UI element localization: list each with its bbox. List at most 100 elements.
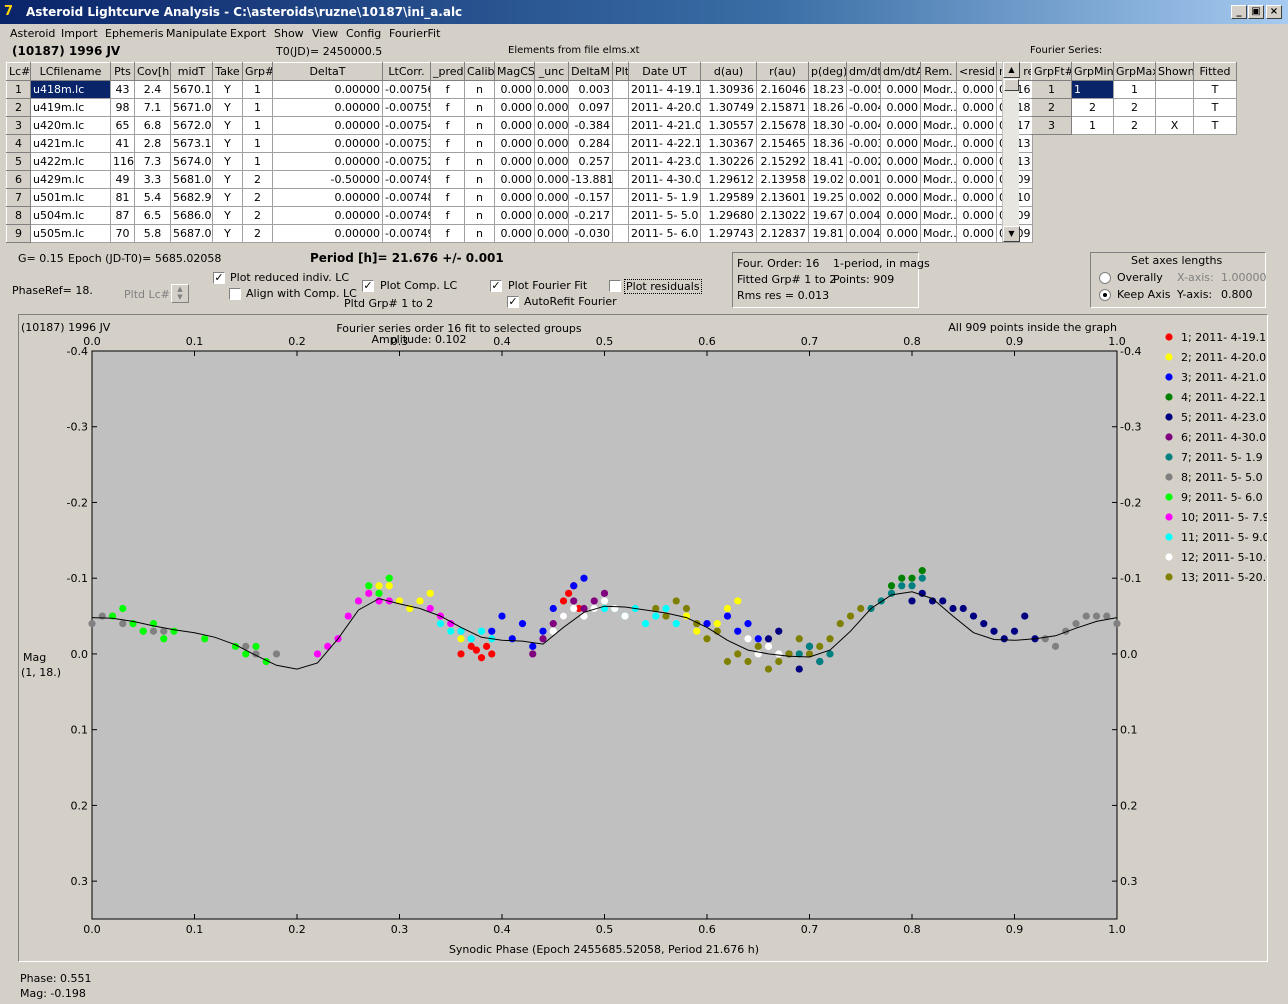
table-cell[interactable]: -0.00755 <box>382 98 431 117</box>
scroll-thumb[interactable] <box>1004 79 1019 91</box>
table-cell[interactable]: 19.02 <box>808 170 847 189</box>
pltd-lc-spinner[interactable]: ▲ ▼ <box>171 284 189 303</box>
table-cell[interactable]: 0.000 <box>534 134 569 153</box>
fs-col-header[interactable]: GrpMax <box>1113 62 1156 81</box>
lc-col-header[interactable]: Calib. <box>464 62 495 81</box>
fs-col-header[interactable]: Shown <box>1155 62 1194 81</box>
table-cell[interactable]: 5687.0 <box>170 224 213 243</box>
table-cell[interactable] <box>1155 98 1194 117</box>
table-cell[interactable] <box>612 170 629 189</box>
table-cell[interactable]: n <box>464 206 495 225</box>
lc-table-scrollbar[interactable]: ▲ ▼ <box>1002 62 1020 242</box>
menu-config[interactable]: Config <box>346 27 382 40</box>
lc-col-header[interactable]: midT <box>170 62 213 81</box>
table-row[interactable]: 5 u422m.lc 116 7.3 5674.0 Y 1 0.00000 -0.00752 f n… <box>6 152 1033 171</box>
table-cell[interactable]: 2.12837 <box>756 224 809 243</box>
menu-fourierfit[interactable]: FourierFit <box>389 27 441 40</box>
table-cell[interactable]: Modr... <box>920 134 957 153</box>
table-cell[interactable]: 2.15678 <box>756 116 809 135</box>
table-cell[interactable]: f <box>430 188 465 207</box>
table-cell[interactable]: n <box>464 188 495 207</box>
lc-col-header[interactable]: LtCorr. <box>382 62 431 81</box>
table-cell[interactable]: 2 <box>1113 116 1156 135</box>
table-cell[interactable]: 2.15465 <box>756 134 809 153</box>
table-cell[interactable]: 2 <box>1113 98 1156 117</box>
plot-reduced-checkbox[interactable]: ✓ <box>213 271 225 284</box>
table-cell[interactable]: -0.00749 <box>382 206 431 225</box>
table-cell[interactable]: 0.004 <box>846 224 881 243</box>
table-cell[interactable]: Y <box>212 116 243 135</box>
row-header[interactable]: 3 <box>6 116 31 135</box>
table-cell[interactable]: 0.000 <box>494 170 535 189</box>
table-cell[interactable]: n <box>464 98 495 117</box>
table-cell[interactable]: f <box>430 134 465 153</box>
table-cell[interactable]: 1 <box>242 134 273 153</box>
row-header[interactable]: 5 <box>6 152 31 171</box>
table-cell[interactable]: 1 <box>1071 116 1114 135</box>
table-cell[interactable]: n <box>464 224 495 243</box>
table-cell[interactable] <box>612 224 629 243</box>
table-cell[interactable]: 1.30557 <box>700 116 757 135</box>
yaxis-value[interactable]: 0.800 <box>1221 288 1253 301</box>
table-cell[interactable]: u504m.lc <box>30 206 111 225</box>
table-cell[interactable]: -0.157 <box>568 188 613 207</box>
row-header[interactable]: 9 <box>6 224 31 243</box>
table-cell[interactable]: Y <box>212 152 243 171</box>
table-cell[interactable]: 0.000 <box>880 188 921 207</box>
table-cell[interactable] <box>612 206 629 225</box>
table-cell[interactable]: f <box>430 80 465 99</box>
table-cell[interactable]: -0.217 <box>568 206 613 225</box>
table-cell[interactable]: Modr... <box>920 206 957 225</box>
table-cell[interactable]: Y <box>212 206 243 225</box>
table-cell[interactable]: 1 <box>242 80 273 99</box>
table-cell[interactable]: 0.000 <box>956 98 997 117</box>
row-header[interactable]: 3 <box>1031 116 1072 135</box>
table-cell[interactable]: 0.000 <box>956 80 997 99</box>
table-cell[interactable]: 6.5 <box>134 206 171 225</box>
table-cell[interactable]: 0.000 <box>534 116 569 135</box>
table-cell[interactable]: 0.000 <box>956 188 997 207</box>
table-cell[interactable] <box>612 116 629 135</box>
lc-col-header[interactable]: p(deg) <box>808 62 847 81</box>
table-cell[interactable]: Y <box>212 188 243 207</box>
table-cell[interactable]: 1.30226 <box>700 152 757 171</box>
table-cell[interactable]: 0.000 <box>494 152 535 171</box>
lc-col-header[interactable]: Lc# <box>6 62 31 81</box>
table-cell[interactable]: 2.16046 <box>756 80 809 99</box>
table-cell[interactable]: 0.000 <box>880 134 921 153</box>
lc-col-header[interactable]: LCfilename <box>30 62 111 81</box>
table-cell[interactable]: -0.004 <box>846 116 881 135</box>
table-cell[interactable]: 65 <box>110 116 135 135</box>
table-row[interactable]: 3 u420m.lc 65 6.8 5672.0 Y 1 0.00000 -0.00754 f n 0… <box>6 116 1033 135</box>
lightcurve-chart[interactable]: 0.0 0.0 0.1 0.1 0.2 0.2 0.3 0.3 0.4 0.4 0.5 0.5 0.6 0… <box>19 315 1268 962</box>
row-header[interactable]: 2 <box>6 98 31 117</box>
table-cell[interactable]: 2 <box>242 170 273 189</box>
table-cell[interactable]: 1 <box>1071 80 1114 99</box>
lc-col-header[interactable]: MagCS <box>494 62 535 81</box>
table-cell[interactable]: 0.000 <box>534 98 569 117</box>
table-cell[interactable]: f <box>430 152 465 171</box>
table-cell[interactable]: 0.000 <box>534 170 569 189</box>
table-cell[interactable]: 0.000 <box>880 206 921 225</box>
lc-col-header[interactable]: dm/dt <box>846 62 881 81</box>
table-cell[interactable]: -0.005 <box>846 80 881 99</box>
table-cell[interactable]: 0.000 <box>956 170 997 189</box>
table-cell[interactable]: -0.004 <box>846 98 881 117</box>
table-cell[interactable]: 1.30367 <box>700 134 757 153</box>
table-cell[interactable]: 0.002 <box>846 188 881 207</box>
menu-asteroid[interactable]: Asteroid <box>10 27 56 40</box>
table-cell[interactable]: 5686.0 <box>170 206 213 225</box>
table-cell[interactable]: 70 <box>110 224 135 243</box>
table-cell[interactable]: Y <box>212 224 243 243</box>
table-cell[interactable]: 5670.1 <box>170 80 213 99</box>
lightcurve-table[interactable]: Lc# LCfilename Pts Cov[h] midT Take Grp# DeltaT… <box>6 62 1033 243</box>
table-cell[interactable]: u422m.lc <box>30 152 111 171</box>
table-cell[interactable]: Modr... <box>920 170 957 189</box>
table-cell[interactable]: n <box>464 116 495 135</box>
scroll-down-icon[interactable]: ▼ <box>1003 226 1020 242</box>
table-cell[interactable]: 5673.1 <box>170 134 213 153</box>
lc-col-header[interactable]: Rem. <box>920 62 957 81</box>
maximize-button[interactable]: ▣ <box>1248 5 1264 19</box>
